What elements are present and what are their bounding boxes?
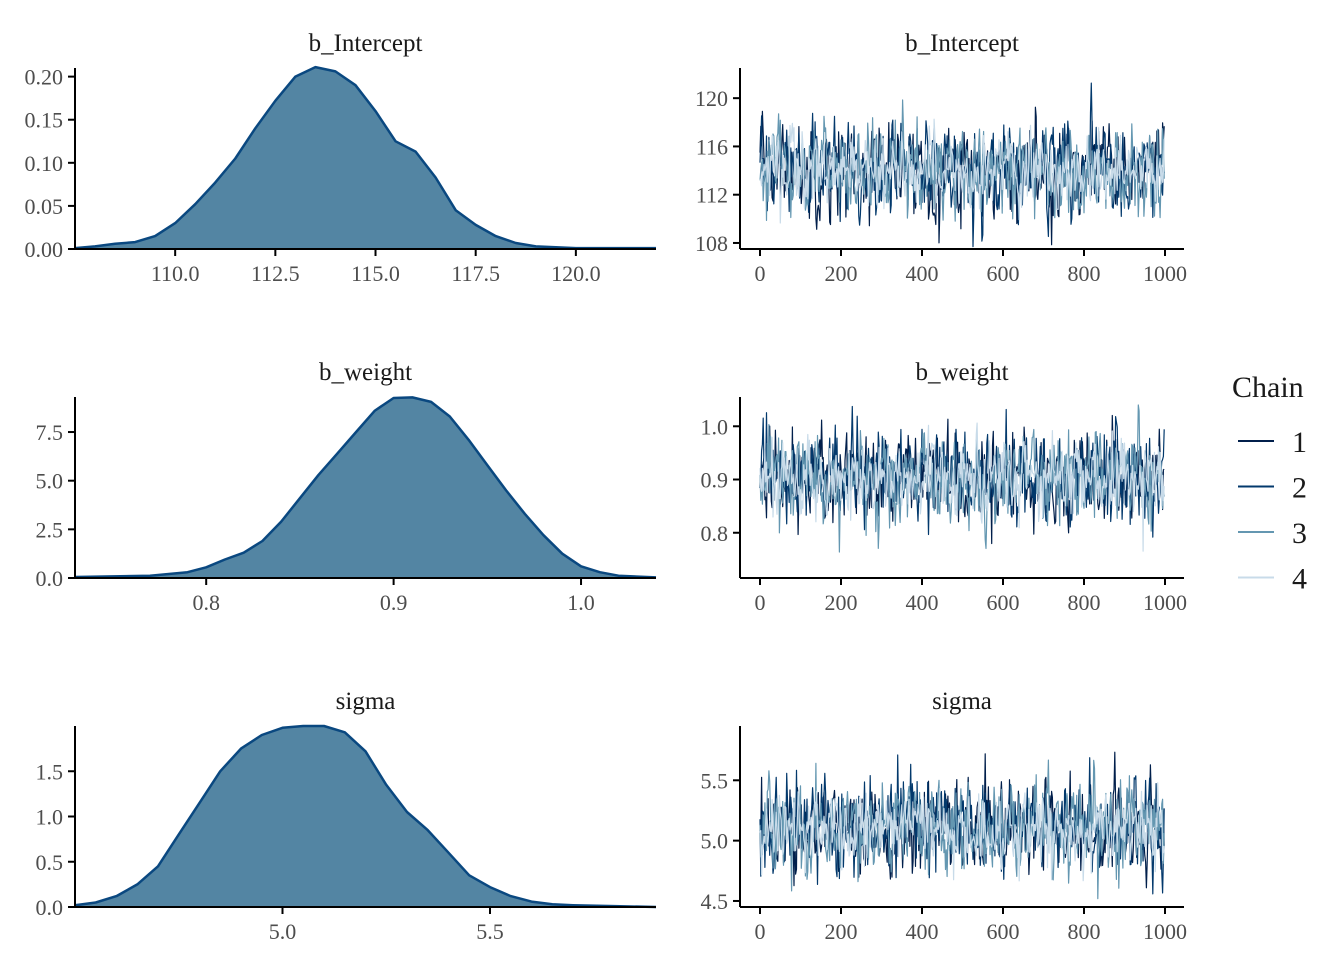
sigma-density-x-tick-label: 5.0 <box>269 919 297 944</box>
legend-item-chain-2: 2 <box>1238 472 1307 505</box>
b-weight-density-title: b_weight <box>319 359 412 386</box>
sigma-trace-chain-3-line <box>759 759 1165 900</box>
legend-label-chain-2: 2 <box>1292 472 1307 505</box>
sigma-density-y-tick-label: 1.0 <box>36 805 64 830</box>
b-intercept-trace-chain-4-line <box>759 118 1165 224</box>
b-weight-density-y-tick-label: 7.5 <box>36 420 64 445</box>
sigma-trace-x-tick-label: 800 <box>1068 919 1101 944</box>
b-intercept-density-title: b_Intercept <box>309 30 423 57</box>
b-intercept-trace-chain-3-line <box>759 99 1165 222</box>
b-intercept-density-y-tick-label: 0.05 <box>25 194 64 219</box>
sigma-trace-x-tick-label: 600 <box>987 919 1020 944</box>
b-weight-trace-y-tick-label: 0.8 <box>701 521 729 546</box>
sigma-trace-x-tick-label: 200 <box>825 919 858 944</box>
b-intercept-trace-title: b_Intercept <box>905 30 1019 57</box>
sigma-trace-chain-4-line <box>759 782 1165 882</box>
b-weight-density-area <box>75 397 656 578</box>
b-intercept-density-panel: b_Intercept 110.0 112.5 115.0 117.5 120.0 0.00… <box>25 30 656 286</box>
b-intercept-trace-y-tick-label: 112 <box>696 183 728 208</box>
b-weight-density-panel: b_weight 0.8 0.9 1.0 0.0 2.5 5.0 7.5 <box>36 359 657 615</box>
sigma-trace-x-tick-label: 1000 <box>1143 919 1187 944</box>
b-intercept-density-y-tick-label: 0.10 <box>25 151 64 176</box>
sigma-trace-x-tick-label: 400 <box>906 919 939 944</box>
b-intercept-trace-x-tick-label: 800 <box>1068 261 1101 286</box>
b-intercept-density-x-tick-label: 120.0 <box>551 261 601 286</box>
b-weight-trace-x-tick-label: 600 <box>987 590 1020 615</box>
b-intercept-density-x-tick-label: 115.0 <box>351 261 400 286</box>
legend-label-chain-4: 4 <box>1292 563 1307 596</box>
b-weight-density-x-tick-label: 0.8 <box>192 590 220 615</box>
b-intercept-trace-x-tick-label: 400 <box>906 261 939 286</box>
b-intercept-trace-y-tick-label: 108 <box>695 231 728 256</box>
b-weight-trace-y-tick-label: 1.0 <box>701 414 729 439</box>
b-intercept-trace-y-tick-label: 116 <box>696 134 728 159</box>
b-weight-trace-x-tick-label: 200 <box>825 590 858 615</box>
b-weight-trace-y-tick-label: 0.9 <box>701 468 729 493</box>
b-intercept-density-curve <box>74 65 656 250</box>
sigma-trace-title: sigma <box>932 688 992 715</box>
sigma-density-y-tick-label: 1.5 <box>36 759 64 784</box>
b-intercept-density-x-tick-label: 110.0 <box>151 261 200 286</box>
b-weight-trace-x-tick-label: 400 <box>906 590 939 615</box>
b-weight-density-curve <box>74 396 657 579</box>
b-weight-density-y-tick-label: 0.0 <box>36 566 64 591</box>
legend-item-chain-4: 4 <box>1238 563 1307 596</box>
sigma-density-curve <box>74 724 657 909</box>
b-intercept-density-x-tick-label: 117.5 <box>451 261 500 286</box>
sigma-trace-panel: sigma 0 200 400 600 800 1000 4.5 5.0 5.5 <box>701 688 1188 944</box>
b-intercept-density-y-tick-label: 0.20 <box>25 65 64 90</box>
b-intercept-trace-y-tick-label: 120 <box>695 86 728 111</box>
b-intercept-trace-x-tick-label: 1000 <box>1143 261 1187 286</box>
b-intercept-density-y-tick-label: 0.00 <box>25 237 64 262</box>
legend-item-chain-3: 3 <box>1238 517 1307 550</box>
sigma-trace-y-tick-label: 5.5 <box>701 768 729 793</box>
sigma-density-y-tick-label: 0.0 <box>36 895 64 920</box>
legend-label-chain-3: 3 <box>1292 517 1307 550</box>
b-intercept-density-area <box>75 67 656 249</box>
b-weight-density-y-tick-label: 2.5 <box>36 517 64 542</box>
b-weight-trace-x-tick-label: 800 <box>1068 590 1101 615</box>
b-weight-trace-x-tick-label: 0 <box>755 590 766 615</box>
b-intercept-trace-x-tick-label: 200 <box>825 261 858 286</box>
b-intercept-trace-panel: b_Intercept 0 200 400 600 800 1000 108 112 116 120 <box>695 30 1187 286</box>
legend-title: Chain <box>1232 371 1304 404</box>
b-weight-trace-chain-4-line <box>759 422 1165 552</box>
b-weight-trace-x-tick-label: 1000 <box>1143 590 1187 615</box>
sigma-density-panel: sigma 5.0 5.5 0.0 0.5 1.0 1.5 <box>36 688 657 944</box>
b-weight-trace-panel: b_weight 0 200 400 600 800 1000 0.8 0.9 1.0 <box>701 359 1188 615</box>
legend-items: 1 2 3 4 <box>1238 426 1307 596</box>
b-intercept-trace-x-tick-label: 0 <box>755 261 766 286</box>
sigma-trace-y-tick-label: 5.0 <box>701 829 729 854</box>
chain-legend: Chain 1 2 3 4 <box>1232 371 1307 596</box>
b-intercept-density-y-tick-label: 0.15 <box>25 108 64 133</box>
b-intercept-trace-x-tick-label: 600 <box>987 261 1020 286</box>
legend-item-chain-1: 1 <box>1238 426 1307 459</box>
sigma-density-x-tick-label: 5.5 <box>476 919 504 944</box>
sigma-trace-x-tick-label: 0 <box>755 919 766 944</box>
sigma-trace-y-tick-label: 4.5 <box>701 889 729 914</box>
b-weight-density-x-tick-label: 0.9 <box>380 590 408 615</box>
b-weight-density-x-tick-label: 1.0 <box>567 590 595 615</box>
b-weight-trace-title: b_weight <box>915 359 1008 386</box>
sigma-density-title: sigma <box>336 688 396 715</box>
sigma-density-y-tick-label: 0.5 <box>36 850 64 875</box>
legend-label-chain-1: 1 <box>1292 426 1307 459</box>
b-weight-density-y-tick-label: 5.0 <box>36 469 64 494</box>
b-intercept-density-x-tick-label: 112.5 <box>251 261 300 286</box>
